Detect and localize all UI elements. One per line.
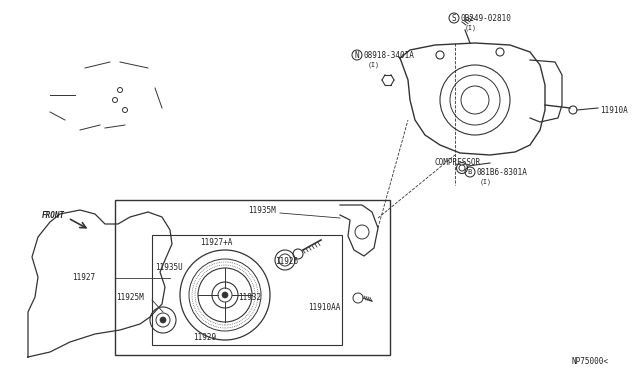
Text: (I): (I): [480, 179, 492, 185]
Circle shape: [160, 317, 166, 323]
Text: 11926: 11926: [275, 257, 298, 266]
Bar: [152, 235, 342, 345]
Text: 11925M: 11925M: [116, 294, 144, 302]
Text: 11932: 11932: [238, 294, 261, 302]
Text: 081B6-8301A: 081B6-8301A: [477, 167, 528, 176]
Text: 08918-3401A: 08918-3401A: [364, 51, 415, 60]
Text: FRONT: FRONT: [42, 211, 65, 219]
Text: 11929: 11929: [193, 334, 216, 343]
Text: 11935U: 11935U: [155, 263, 183, 273]
Text: COMPRESSOR: COMPRESSOR: [435, 157, 481, 167]
Text: (I): (I): [465, 25, 477, 31]
Text: 11910AA: 11910AA: [308, 304, 340, 312]
Text: S: S: [452, 13, 456, 22]
Text: 11935M: 11935M: [248, 205, 276, 215]
Text: NP75000<: NP75000<: [572, 357, 609, 366]
Circle shape: [222, 292, 228, 298]
Bar: [115, 200, 390, 355]
Text: N: N: [355, 51, 359, 60]
Text: (I): (I): [368, 62, 380, 68]
Text: 11927+A: 11927+A: [200, 237, 232, 247]
Text: 11910A: 11910A: [600, 106, 628, 115]
Text: B: B: [468, 169, 472, 175]
Text: 0B249-02810: 0B249-02810: [461, 13, 512, 22]
Text: 11927: 11927: [72, 273, 95, 282]
